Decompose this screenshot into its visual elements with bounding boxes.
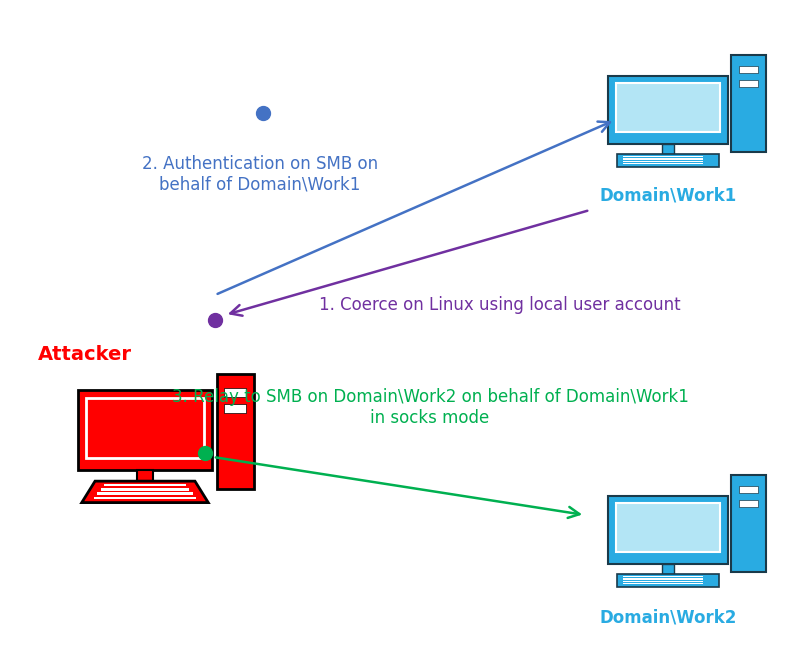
- Bar: [623, 583, 702, 584]
- Bar: [623, 576, 702, 577]
- Bar: [217, 374, 254, 489]
- Bar: [623, 578, 702, 580]
- Text: Domain\Work1: Domain\Work1: [599, 186, 737, 204]
- Bar: [739, 487, 758, 493]
- Bar: [739, 80, 758, 87]
- Bar: [623, 163, 702, 164]
- Bar: [739, 67, 758, 73]
- Bar: [662, 564, 674, 574]
- Bar: [616, 503, 720, 552]
- Text: 1. Coerce on Linux using local user account: 1. Coerce on Linux using local user acco…: [319, 296, 681, 314]
- Bar: [92, 402, 198, 456]
- Bar: [224, 404, 246, 413]
- Bar: [137, 470, 153, 481]
- Bar: [608, 76, 728, 144]
- Text: 3. Relay to SMB on Domain\Work2 on behalf of Domain\Work1
in socks mode: 3. Relay to SMB on Domain\Work2 on behal…: [172, 388, 689, 427]
- Bar: [608, 496, 728, 564]
- Bar: [731, 55, 766, 152]
- Bar: [623, 160, 702, 162]
- Bar: [623, 156, 702, 157]
- FancyBboxPatch shape: [617, 574, 719, 587]
- Polygon shape: [81, 481, 209, 503]
- Bar: [101, 488, 189, 490]
- Bar: [616, 83, 720, 131]
- Bar: [104, 484, 186, 487]
- Bar: [623, 581, 702, 582]
- Text: Domain\Work2: Domain\Work2: [599, 608, 737, 626]
- Bar: [224, 388, 246, 397]
- Bar: [78, 390, 212, 470]
- Bar: [731, 475, 766, 572]
- Text: 2. Authentication on SMB on
behalf of Domain\Work1: 2. Authentication on SMB on behalf of Do…: [142, 155, 378, 194]
- Bar: [662, 144, 674, 154]
- Bar: [739, 500, 758, 507]
- Bar: [97, 492, 193, 495]
- Bar: [86, 399, 204, 457]
- Bar: [94, 497, 196, 499]
- Bar: [623, 159, 702, 160]
- FancyBboxPatch shape: [617, 154, 719, 167]
- Text: Attacker: Attacker: [38, 345, 132, 364]
